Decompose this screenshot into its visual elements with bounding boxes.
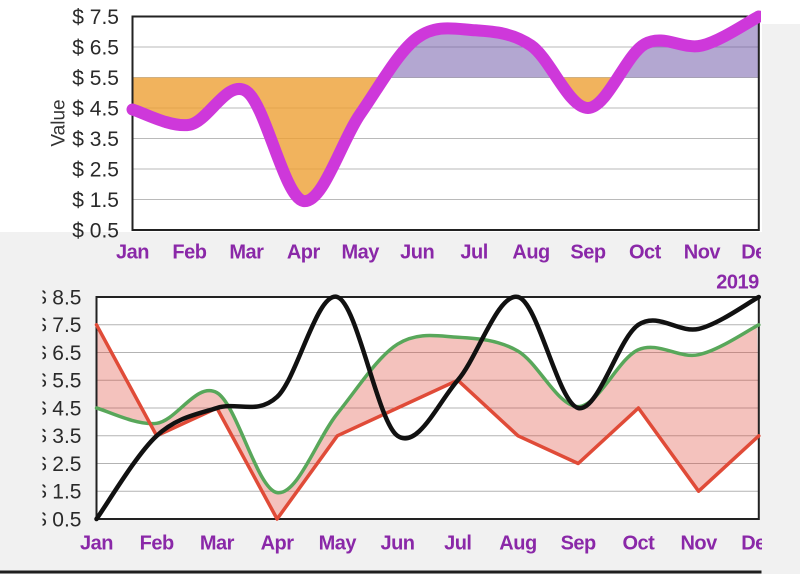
svg-text:Jun: Jun [380,533,414,555]
svg-text:Jan: Jan [116,242,149,264]
svg-text:Mar: Mar [200,533,235,555]
svg-text:Apr: Apr [287,242,321,264]
svg-text:Aug: Aug [499,533,536,555]
svg-text:$ 2.5: $ 2.5 [35,453,82,476]
svg-text:$ 4.5: $ 4.5 [72,97,119,120]
svg-text:Jul: Jul [444,533,471,555]
svg-text:Feb: Feb [140,533,174,555]
svg-text:Feb: Feb [172,242,206,264]
svg-text:$ 0.5: $ 0.5 [35,508,82,531]
svg-text:Oct: Oct [629,242,662,264]
svg-text:$ 3.5: $ 3.5 [72,128,119,151]
svg-text:$ 6.5: $ 6.5 [72,36,119,59]
svg-text:Oct: Oct [622,533,655,555]
svg-text:$ 4.5: $ 4.5 [35,397,82,420]
svg-text:$ 1.5: $ 1.5 [35,481,82,504]
svg-text:Jun: Jun [400,242,434,264]
svg-text:Nov: Nov [684,242,722,264]
svg-text:$ 2.5: $ 2.5 [72,158,119,181]
svg-text:Dec: Dec [741,242,777,264]
svg-text:Nov: Nov [680,533,718,555]
svg-text:2019: 2019 [716,272,759,294]
svg-text:$ 3.5: $ 3.5 [35,425,82,448]
svg-text:May: May [341,242,380,264]
svg-text:Apr: Apr [261,533,295,555]
svg-text:May: May [319,533,358,555]
svg-text:$ 7.5: $ 7.5 [35,314,82,337]
svg-text:Sep: Sep [561,533,596,555]
svg-text:Mar: Mar [229,242,264,264]
svg-text:Value: Value [49,99,70,146]
svg-text:Aug: Aug [512,242,549,264]
svg-text:$ 1.5: $ 1.5 [72,189,119,212]
svg-text:$ 6.5: $ 6.5 [35,342,82,365]
svg-text:$ 0.5: $ 0.5 [72,219,119,242]
svg-text:Jan: Jan [80,533,113,555]
svg-text:$ 7.5: $ 7.5 [72,6,119,29]
svg-text:$ 8.5: $ 8.5 [35,286,82,309]
svg-text:Sep: Sep [570,242,605,264]
svg-text:Dec: Dec [741,533,777,555]
svg-text:$ 5.5: $ 5.5 [72,67,119,90]
svg-text:Jul: Jul [460,242,487,264]
svg-text:$ 5.5: $ 5.5 [35,370,82,393]
